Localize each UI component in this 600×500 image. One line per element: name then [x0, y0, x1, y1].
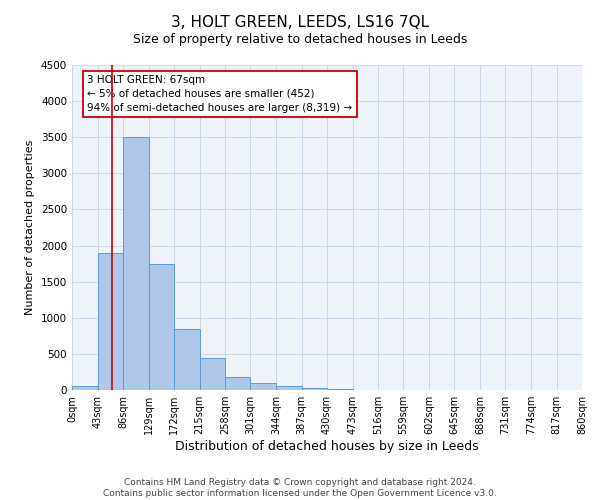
X-axis label: Distribution of detached houses by size in Leeds: Distribution of detached houses by size …: [175, 440, 479, 453]
Text: Size of property relative to detached houses in Leeds: Size of property relative to detached ho…: [133, 32, 467, 46]
Bar: [97, 253, 123, 390]
Bar: [327, 388, 353, 390]
Bar: [174, 328, 199, 390]
Bar: [123, 137, 149, 390]
Text: 3, HOLT GREEN, LEEDS, LS16 7QL: 3, HOLT GREEN, LEEDS, LS16 7QL: [171, 15, 429, 30]
Text: 3 HOLT GREEN: 67sqm
← 5% of detached houses are smaller (452)
94% of semi-detach: 3 HOLT GREEN: 67sqm ← 5% of detached hou…: [88, 74, 352, 113]
Bar: [276, 386, 302, 390]
Text: Contains HM Land Registry data © Crown copyright and database right 2024.
Contai: Contains HM Land Registry data © Crown c…: [103, 478, 497, 498]
Bar: [302, 388, 327, 390]
Bar: [225, 377, 251, 390]
Bar: [149, 264, 174, 390]
Bar: [251, 383, 276, 390]
Bar: [199, 358, 225, 390]
Y-axis label: Number of detached properties: Number of detached properties: [25, 140, 35, 315]
Bar: [72, 386, 97, 390]
